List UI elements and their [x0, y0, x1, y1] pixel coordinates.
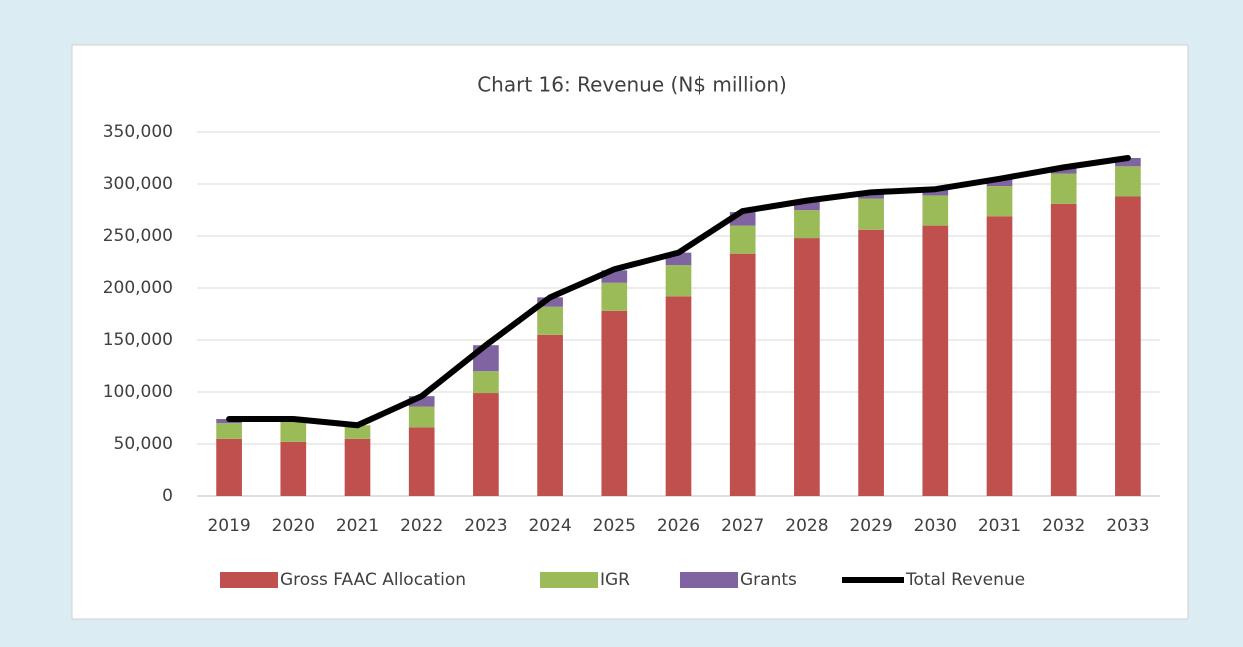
bar-segment: [344, 425, 371, 439]
legend-swatch: [540, 572, 598, 588]
x-tick-label: 2021: [336, 516, 379, 536]
bar-segment: [665, 265, 692, 297]
bar-segment: [280, 441, 307, 496]
x-tick-label: 2025: [593, 516, 636, 536]
y-tick-label: 250,000: [103, 226, 173, 246]
bar-segment: [280, 419, 307, 442]
legend-swatch: [680, 572, 738, 588]
x-tick-label: 2027: [721, 516, 764, 536]
x-tick-label: 2022: [400, 516, 443, 536]
bar-segment: [601, 310, 628, 496]
x-tick-label: 2024: [528, 516, 571, 536]
bar-segment: [408, 406, 435, 428]
line: [226, 155, 1131, 429]
bar-segment: [1050, 203, 1077, 496]
legend-label: Total Revenue: [905, 570, 1025, 590]
bar-segment: [794, 210, 820, 239]
bar-segment: [344, 438, 371, 496]
legend-swatch: [220, 572, 278, 588]
legend-label: Grants: [740, 570, 797, 590]
bar-segment: [1115, 196, 1141, 497]
x-tick-label: 2032: [1042, 516, 1085, 536]
y-tick-label: 0: [162, 486, 173, 506]
bar-segment: [922, 189, 949, 196]
bar-segment: [922, 225, 949, 496]
bar-segment: [986, 216, 1013, 497]
x-tick-label: 2031: [978, 516, 1021, 536]
bar-segment: [537, 334, 563, 496]
bar-segment: [473, 371, 499, 394]
bar-segment: [1050, 173, 1077, 204]
x-tick-label: 2019: [207, 516, 250, 536]
bar-segment: [986, 186, 1013, 217]
bar-segment: [729, 225, 756, 254]
x-tick-label: 2026: [657, 516, 700, 536]
y-tick-label: 50,000: [114, 434, 173, 454]
legend-label: IGR: [600, 570, 630, 590]
bar-segment: [922, 195, 949, 226]
bar-segment: [408, 427, 435, 496]
bar-segment: [986, 178, 1013, 187]
x-tick-label: 2020: [272, 516, 315, 536]
bar-segment: [858, 192, 884, 199]
y-tick-label: 100,000: [103, 382, 173, 402]
bar-segment: [794, 200, 820, 210]
bar-segment: [1115, 166, 1141, 197]
bar-segment: [216, 438, 242, 496]
bar-segment: [537, 306, 563, 335]
x-tick-label: 2033: [1106, 516, 1149, 536]
bar-segment: [537, 297, 563, 307]
x-tick-label: 2030: [914, 516, 957, 536]
legend-label: Gross FAAC Allocation: [280, 570, 466, 590]
bar-segment: [408, 396, 435, 407]
y-tick-label: 200,000: [103, 278, 173, 298]
y-tick-label: 150,000: [103, 330, 173, 350]
x-tick-label: 2028: [785, 516, 828, 536]
bar-segment: [665, 296, 692, 496]
bar-segment: [1115, 158, 1141, 167]
y-tick-label: 350,000: [103, 122, 173, 142]
bar-segment: [1050, 168, 1077, 174]
bar-segment: [794, 238, 820, 496]
bar-segment: [858, 198, 884, 230]
bar-segment: [729, 253, 756, 496]
x-tick-label: 2029: [849, 516, 892, 536]
y-tick-label: 300,000: [103, 174, 173, 194]
bar-segment: [473, 393, 499, 496]
bar-segment: [216, 423, 242, 439]
chart-title: Chart 16: Revenue (N$ million): [477, 73, 787, 97]
bar-segment: [601, 282, 628, 311]
x-tick-label: 2023: [464, 516, 507, 536]
bar-segment: [858, 229, 884, 496]
